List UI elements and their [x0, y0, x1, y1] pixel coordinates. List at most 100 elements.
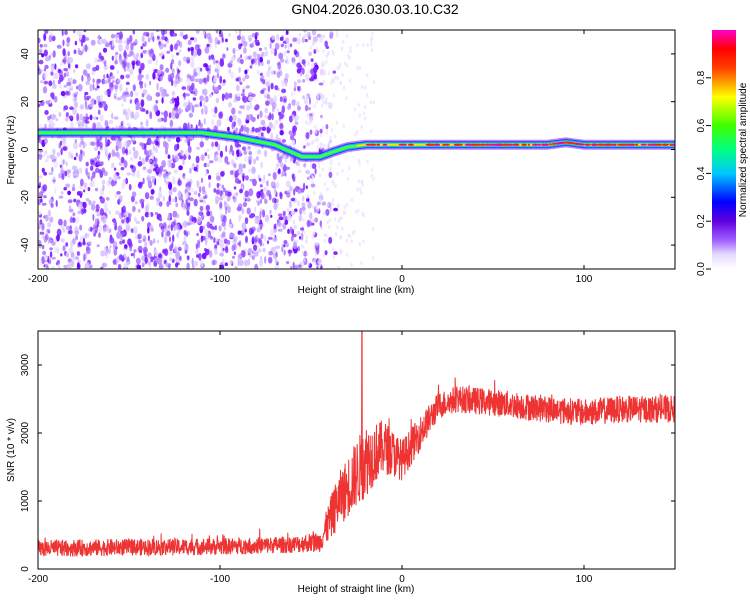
noise-speck: [241, 146, 247, 151]
noise-speck: [77, 83, 83, 92]
noise-speck: [62, 48, 66, 57]
noise-speck: [130, 195, 135, 203]
noise-speck: [122, 111, 128, 115]
noise-speck: [83, 253, 86, 262]
noise-speck: [309, 129, 313, 135]
noise-speck: [204, 229, 209, 237]
y-tick-label: 40: [20, 48, 31, 60]
noise-speck: [314, 252, 317, 257]
noise-speck: [143, 31, 148, 37]
noise-speck: [53, 160, 59, 169]
ridge-peak: [593, 143, 597, 146]
noise-speck: [148, 261, 152, 269]
noise-speck: [135, 60, 141, 67]
noise-speck: [311, 204, 314, 209]
noise-speck: [97, 35, 101, 40]
noise-speck: [113, 116, 119, 120]
noise-speck: [153, 104, 158, 113]
x-tick-label: -200: [28, 274, 48, 285]
noise-speck: [286, 192, 291, 198]
noise-speck: [259, 259, 263, 267]
noise-speck: [183, 154, 186, 160]
noise-speck: [330, 80, 333, 85]
noise-speck: [45, 214, 49, 222]
noise-speck: [177, 246, 182, 252]
noise-speck: [176, 262, 180, 266]
noise-speck: [325, 130, 329, 135]
noise-speck: [255, 156, 259, 161]
noise-speck: [52, 50, 56, 58]
noise-speck: [221, 34, 224, 40]
noise-speck: [322, 100, 325, 105]
noise-speck: [126, 261, 131, 265]
noise-speck: [359, 187, 362, 192]
noise-speck: [210, 54, 215, 60]
noise-speck: [328, 171, 333, 178]
noise-speck: [167, 162, 172, 169]
noise-speck: [72, 165, 77, 171]
noise-speck: [161, 160, 167, 168]
noise-speck: [142, 261, 146, 266]
noise-speck: [109, 245, 112, 249]
noise-speck: [156, 197, 161, 202]
noise-speck: [192, 50, 198, 57]
noise-speck: [259, 210, 262, 219]
noise-speck: [301, 206, 306, 211]
noise-speck: [63, 187, 67, 191]
noise-speck: [300, 232, 304, 241]
noise-speck: [262, 186, 268, 192]
noise-speck: [142, 177, 145, 185]
noise-speck: [319, 128, 323, 134]
noise-speck: [236, 58, 240, 62]
noise-speck: [242, 202, 248, 207]
noise-speck: [253, 158, 256, 165]
noise-speck: [135, 257, 141, 265]
noise-speck: [142, 238, 146, 242]
noise-speck: [329, 167, 332, 172]
noise-speck: [120, 156, 125, 164]
noise-speck: [251, 41, 255, 48]
noise-speck: [337, 162, 341, 167]
noise-speck: [125, 114, 130, 121]
noise-speck: [156, 82, 159, 91]
noise-speck: [273, 223, 277, 230]
spectrogram-marks: [38, 30, 675, 269]
noise-speck: [244, 228, 247, 233]
noise-speck: [147, 159, 153, 163]
noise-speck: [323, 143, 326, 148]
noise-speck: [78, 241, 81, 247]
colorbar: 0.0 0.2 0.4 0.6 0.8 Normalized spectral ampl…: [696, 30, 749, 276]
noise-speck: [315, 204, 318, 208]
noise-speck: [315, 30, 318, 33]
noise-speck: [61, 173, 65, 180]
noise-speck: [241, 208, 245, 215]
y-tick-label: -20: [20, 190, 31, 205]
noise-speck: [135, 220, 141, 225]
noise-speck: [197, 216, 202, 224]
noise-speck: [129, 50, 134, 56]
noise-speck: [287, 104, 291, 111]
snr-panel: -200 -100 0 100 0 1000 2000 3000 Height of str…: [6, 330, 676, 595]
noise-speck: [125, 147, 128, 156]
noise-speck: [232, 237, 237, 246]
noise-speck: [346, 176, 350, 181]
noise-speck: [100, 266, 104, 269]
noise-speck: [310, 222, 315, 226]
noise-speck: [341, 73, 344, 77]
noise-speck: [68, 151, 72, 159]
noise-speck: [266, 240, 270, 245]
noise-speck: [155, 100, 159, 104]
noise-speck: [303, 38, 306, 43]
noise-speck: [120, 167, 125, 171]
noise-speck: [340, 216, 343, 221]
noise-speck: [137, 239, 142, 244]
noise-speck: [321, 63, 324, 67]
noise-speck: [360, 85, 364, 89]
noise-speck: [264, 214, 270, 223]
noise-speck: [304, 33, 308, 38]
noise-speck: [311, 140, 315, 145]
ridge-peak: [557, 142, 564, 144]
noise-speck: [148, 213, 152, 217]
noise-speck: [281, 88, 287, 94]
noise-speck: [204, 152, 208, 157]
